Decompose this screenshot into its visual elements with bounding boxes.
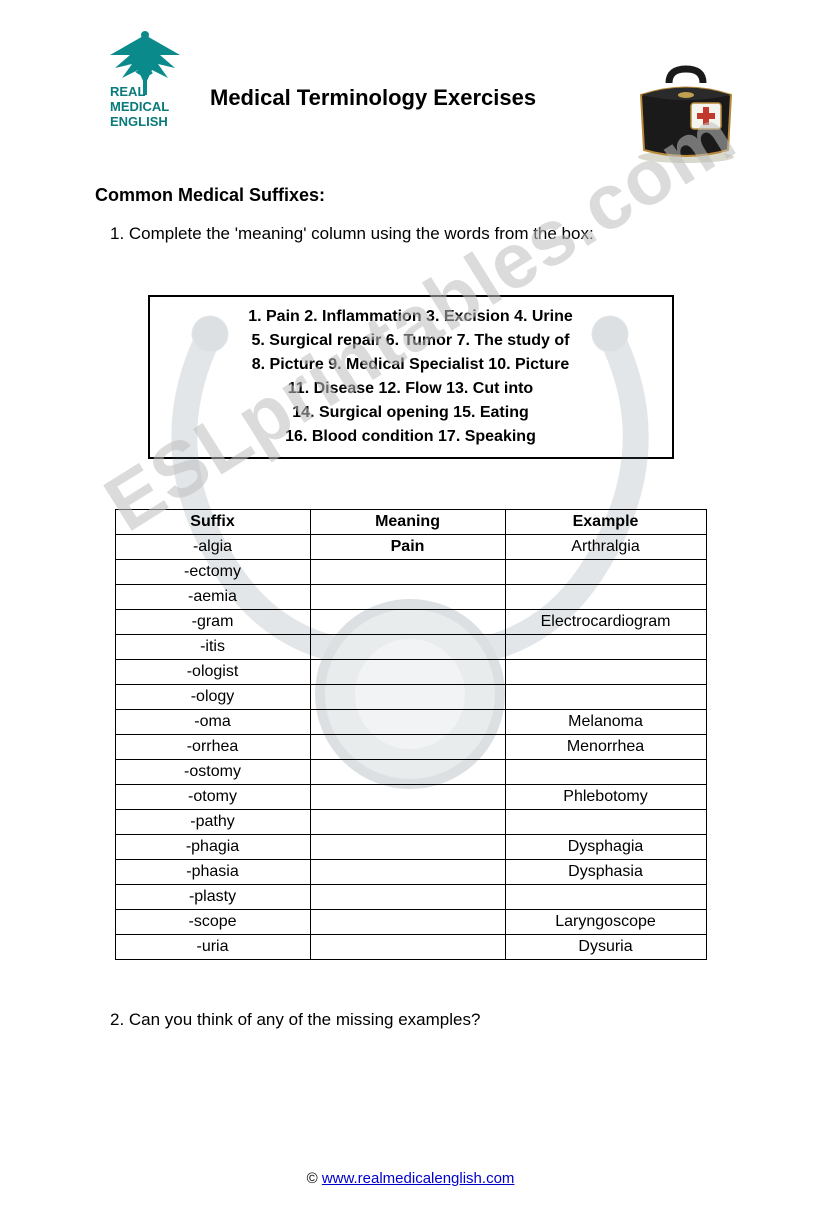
- table-wrap: Suffix Meaning Example -algiaPainArthral…: [70, 509, 751, 960]
- table-row: -aemia: [115, 585, 706, 610]
- cell-suffix: -ologist: [115, 660, 310, 685]
- cell-suffix: -itis: [115, 635, 310, 660]
- cell-example: Dysuria: [505, 935, 706, 960]
- table-row: -phagia Dysphagia: [115, 835, 706, 860]
- cell-example: [505, 560, 706, 585]
- content-with-bg: 1. Pain 2. Inflammation 3. Excision 4. U…: [70, 294, 751, 960]
- table-row: -plasty: [115, 885, 706, 910]
- table-row: -gram Electrocardiogram: [115, 610, 706, 635]
- cell-example: [505, 585, 706, 610]
- cell-meaning: [310, 710, 505, 735]
- cell-meaning: [310, 910, 505, 935]
- cell-example: [505, 885, 706, 910]
- footer-link[interactable]: www.realmedicalenglish.com: [322, 1170, 515, 1187]
- page-title: Medical Terminology Exercises: [210, 85, 621, 111]
- table-row: -algiaPainArthralgia: [115, 535, 706, 560]
- cell-example: Electrocardiogram: [505, 610, 706, 635]
- cell-suffix: -ostomy: [115, 760, 310, 785]
- cell-meaning: [310, 660, 505, 685]
- table-row: -oma Melanoma: [115, 710, 706, 735]
- cell-suffix: -plasty: [115, 885, 310, 910]
- cell-suffix: -phagia: [115, 835, 310, 860]
- instruction-1: 1. Complete the 'meaning' column using t…: [110, 224, 751, 244]
- logo-line1: REAL: [110, 85, 169, 100]
- cell-suffix: -ology: [115, 685, 310, 710]
- cell-example: [505, 760, 706, 785]
- cell-suffix: -aemia: [115, 585, 310, 610]
- cell-meaning: [310, 835, 505, 860]
- cell-suffix: -scope: [115, 910, 310, 935]
- th-example: Example: [505, 510, 706, 535]
- cell-meaning: [310, 585, 505, 610]
- logo-line3: ENGLISH: [110, 115, 169, 130]
- suffix-table: Suffix Meaning Example -algiaPainArthral…: [115, 509, 707, 960]
- cell-suffix: -gram: [115, 610, 310, 635]
- copyright-symbol: ©: [307, 1170, 318, 1187]
- header-row: REAL MEDICAL ENGLISH Medical Terminology…: [70, 30, 751, 165]
- cell-suffix: -otomy: [115, 785, 310, 810]
- cell-example: [505, 635, 706, 660]
- cell-suffix: -phasia: [115, 860, 310, 885]
- cell-suffix: -ectomy: [115, 560, 310, 585]
- table-row: -ectomy: [115, 560, 706, 585]
- table-row: -orrhea Menorrhea: [115, 735, 706, 760]
- cell-meaning: [310, 810, 505, 835]
- cell-example: Dysphasia: [505, 860, 706, 885]
- table-row: -ologist: [115, 660, 706, 685]
- logo: REAL MEDICAL ENGLISH: [70, 30, 210, 150]
- table-row: -phasia Dysphasia: [115, 860, 706, 885]
- cell-meaning: [310, 760, 505, 785]
- cell-meaning: [310, 735, 505, 760]
- medical-bag-icon: [621, 65, 751, 165]
- cell-suffix: -algia: [115, 535, 310, 560]
- cell-example: Menorrhea: [505, 735, 706, 760]
- table-row: -uria Dysuria: [115, 935, 706, 960]
- cell-meaning: [310, 610, 505, 635]
- cell-example: Phlebotomy: [505, 785, 706, 810]
- subtitle: Common Medical Suffixes:: [95, 185, 751, 206]
- footer: © www.realmedicalenglish.com: [70, 1170, 751, 1187]
- table-row: -otomy Phlebotomy: [115, 785, 706, 810]
- cell-meaning: [310, 860, 505, 885]
- cell-example: Arthralgia: [505, 535, 706, 560]
- cell-example: Laryngoscope: [505, 910, 706, 935]
- table-row: -scope Laryngoscope: [115, 910, 706, 935]
- cell-suffix: -pathy: [115, 810, 310, 835]
- instruction-2: 2. Can you think of any of the missing e…: [110, 1010, 751, 1030]
- cell-example: [505, 810, 706, 835]
- table-row: -ostomy: [115, 760, 706, 785]
- cell-suffix: -oma: [115, 710, 310, 735]
- cell-meaning: [310, 885, 505, 910]
- table-row: -ology: [115, 685, 706, 710]
- cell-meaning: [310, 785, 505, 810]
- cell-example: Dysphagia: [505, 835, 706, 860]
- cell-meaning: [310, 935, 505, 960]
- cell-suffix: -uria: [115, 935, 310, 960]
- logo-text: REAL MEDICAL ENGLISH: [110, 85, 169, 130]
- cell-example: [505, 685, 706, 710]
- cell-example: Melanoma: [505, 710, 706, 735]
- table-row: -pathy: [115, 810, 706, 835]
- cell-meaning: Pain: [310, 535, 505, 560]
- th-meaning: Meaning: [310, 510, 505, 535]
- cell-meaning: [310, 635, 505, 660]
- worksheet-page: ESLprintables.com REAL MEDICAL ENGLISH M…: [0, 0, 821, 1227]
- cell-suffix: -orrhea: [115, 735, 310, 760]
- cell-example: [505, 660, 706, 685]
- table-row: -itis: [115, 635, 706, 660]
- logo-line2: MEDICAL: [110, 100, 169, 115]
- table-header-row: Suffix Meaning Example: [115, 510, 706, 535]
- th-suffix: Suffix: [115, 510, 310, 535]
- cell-meaning: [310, 685, 505, 710]
- cell-meaning: [310, 560, 505, 585]
